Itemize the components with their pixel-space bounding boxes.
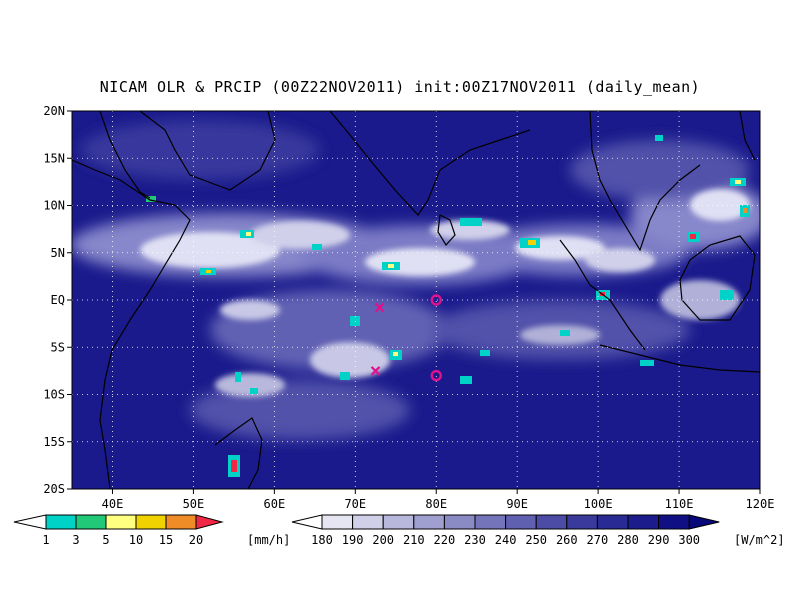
colorbar-label: 270 — [587, 533, 609, 547]
colorbar-swatch — [352, 514, 384, 530]
olr-colorbar: 180 190 200 210 220 230 240 250 260 270 280 290 300 [… — [291, 514, 785, 547]
lat-tick-label: EQ — [51, 293, 65, 307]
lat-tick-label: 5N — [51, 246, 65, 260]
colorbar-swatch — [627, 514, 660, 530]
colorbar-swatch — [658, 514, 690, 530]
colorbar-swatch — [566, 514, 598, 530]
colorbar-label: 240 — [495, 533, 517, 547]
colorbar-label: 180 — [311, 533, 333, 547]
colorbar-label: 200 — [372, 533, 394, 547]
colorbar-low-arrow — [13, 514, 47, 530]
lon-tick-label: 110E — [665, 497, 694, 511]
lon-tick-label: 90E — [506, 497, 528, 511]
lat-tick-label: 10S — [43, 388, 65, 402]
lon-axis: 40E 50E 60E 70E 80E 90E 100E 110E 120E — [102, 489, 775, 511]
lon-tick-label: 60E — [264, 497, 286, 511]
colorbar-high-arrow — [688, 514, 720, 530]
colorbar-label: 20 — [189, 533, 203, 547]
precip-colorbar: 1 3 5 10 15 20 [mm/h] — [13, 514, 290, 547]
colorbar-label: 280 — [617, 533, 639, 547]
colorbar-swatch — [443, 514, 476, 530]
colorbar-swatch — [105, 514, 137, 530]
colorbar-label: 1 — [42, 533, 49, 547]
colorbar-label: 300 — [678, 533, 700, 547]
page-title: NICAM OLR & PRCIP (00Z22NOV2011) init:00… — [99, 78, 701, 96]
colorbar-unit: [W/m^2] — [734, 533, 785, 547]
storm-markers — [370, 294, 442, 382]
colorbar-swatch — [321, 514, 354, 530]
colorbar-swatch — [596, 514, 629, 530]
colorbar-unit: [mm/h] — [247, 533, 290, 547]
colorbar-swatch — [45, 514, 77, 530]
lon-tick-label: 70E — [344, 497, 366, 511]
colorbar-swatch — [505, 514, 537, 530]
gridlines — [72, 111, 760, 489]
colorbar-swatch — [382, 514, 415, 530]
lon-tick-label: 80E — [425, 497, 447, 511]
colorbar-swatch — [474, 514, 507, 530]
lat-tick-label: 15S — [43, 435, 65, 449]
colorbar-label: 260 — [556, 533, 578, 547]
colorbar-label: 190 — [342, 533, 364, 547]
lon-tick-label: 50E — [183, 497, 205, 511]
colorbar-label: 10 — [129, 533, 143, 547]
storm-circle-marker — [430, 294, 442, 306]
lat-tick-label: 5S — [51, 340, 65, 354]
lat-tick-label: 10N — [43, 199, 65, 213]
colorbar-swatch — [165, 514, 197, 530]
map-area — [72, 111, 760, 489]
lat-axis: 20N 15N 10N 5N EQ 5S 10S 15S 20S — [43, 104, 72, 496]
lat-tick-label: 15N — [43, 151, 65, 165]
colorbar-high-arrow — [195, 514, 224, 530]
precip-field — [146, 135, 750, 477]
lat-tick-label: 20N — [43, 104, 65, 118]
colorbar-swatch — [135, 514, 167, 530]
colorbar-label: 230 — [464, 533, 486, 547]
colorbar-label: 3 — [72, 533, 79, 547]
lon-tick-label: 100E — [584, 497, 613, 511]
colorbar-swatch — [413, 514, 445, 530]
storm-cross-marker — [370, 366, 381, 376]
colorbar-label: 290 — [648, 533, 670, 547]
lon-tick-label: 120E — [746, 497, 775, 511]
colorbar-label: 220 — [434, 533, 456, 547]
colorbar-label: 5 — [102, 533, 109, 547]
coastlines — [72, 111, 760, 489]
colorbar-label: 15 — [159, 533, 173, 547]
storm-circle-marker — [430, 369, 442, 382]
storm-cross-marker — [374, 302, 385, 313]
lat-tick-label: 20S — [43, 482, 65, 496]
colorbar-low-arrow — [291, 514, 323, 530]
colorbar-label: 210 — [403, 533, 425, 547]
lon-tick-label: 40E — [102, 497, 124, 511]
colorbar-swatch — [535, 514, 568, 530]
colorbar-swatch — [75, 514, 107, 530]
colorbar-label: 250 — [525, 533, 547, 547]
